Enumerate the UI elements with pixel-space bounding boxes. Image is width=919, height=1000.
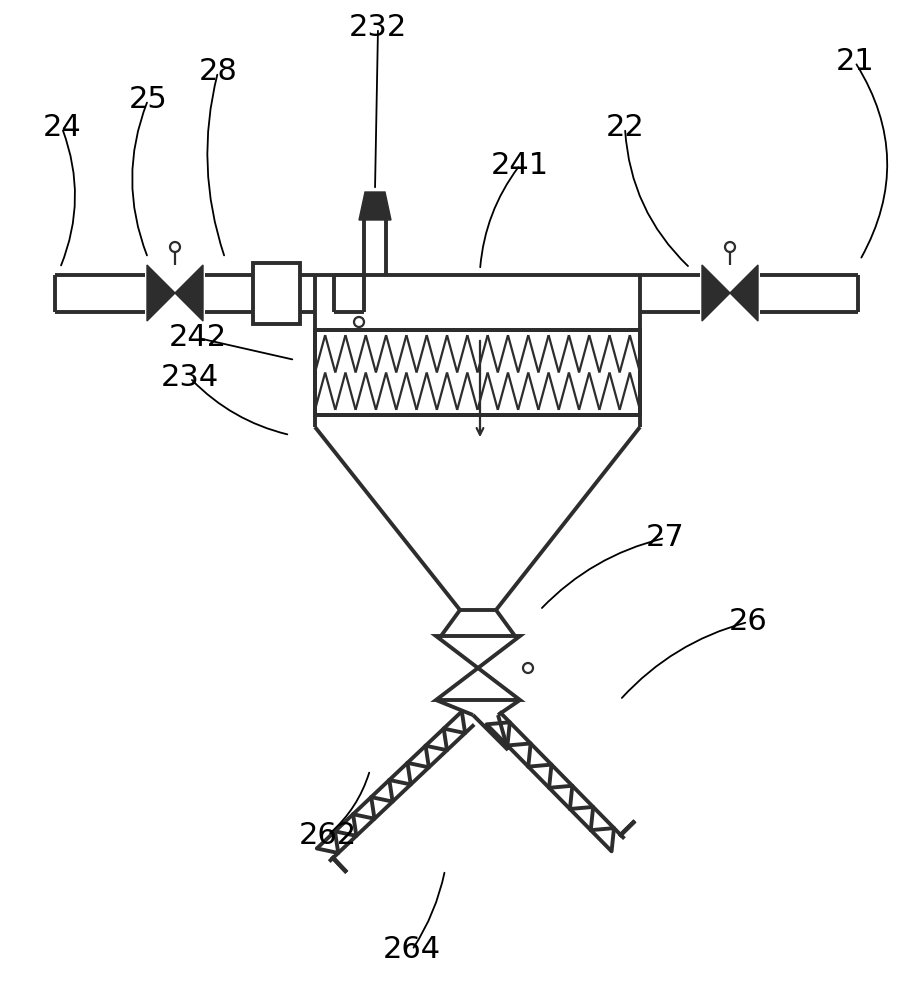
Circle shape [354,317,364,327]
Bar [315,330,640,415]
Text: 28: 28 [199,57,237,87]
Text: 241: 241 [491,150,549,180]
Circle shape [170,242,180,252]
Text: 21: 21 [835,47,874,77]
Text: 232: 232 [349,13,407,42]
Text: 264: 264 [383,936,441,964]
Text: 25: 25 [129,86,167,114]
Polygon shape [730,265,758,321]
Text: 22: 22 [606,113,644,142]
Bar [253,263,300,324]
Polygon shape [702,265,730,321]
Polygon shape [359,192,391,220]
Circle shape [725,242,735,252]
Polygon shape [175,265,203,321]
Text: 262: 262 [299,820,357,850]
Circle shape [523,663,533,673]
Polygon shape [147,265,175,321]
Text: 26: 26 [729,607,767,637]
Text: 24: 24 [42,113,82,142]
Text: 242: 242 [169,324,227,353]
Text: 27: 27 [646,524,685,552]
Text: 234: 234 [161,363,219,392]
